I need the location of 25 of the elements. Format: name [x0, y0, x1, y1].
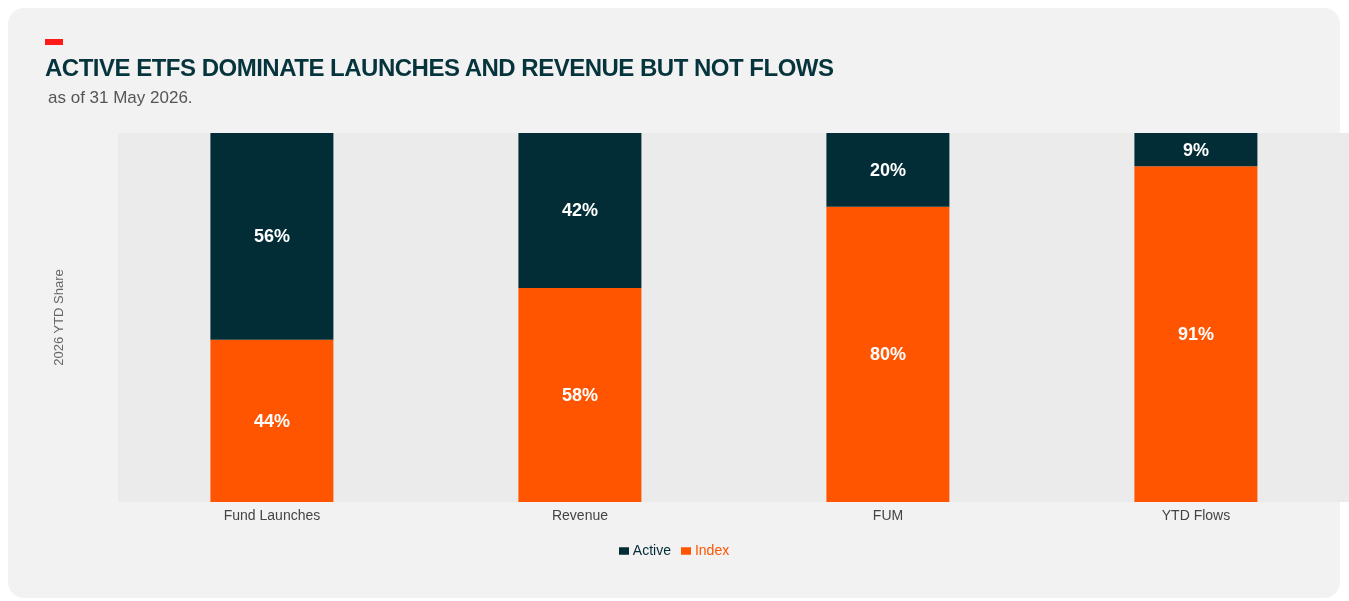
data-label: 44%: [253, 410, 290, 431]
data-label: 9%: [1182, 139, 1209, 160]
y-axis-title: 2026 YTD Share: [50, 269, 66, 366]
x-tick-label: Revenue: [551, 506, 609, 523]
bar: [826, 133, 950, 207]
x-tick-label: YTD Flows: [1161, 506, 1231, 523]
data-label: 91%: [1177, 324, 1214, 345]
x-tick-label: FUM: [872, 506, 904, 523]
data-label: 20%: [869, 159, 906, 180]
bar: [518, 287, 642, 502]
bar: [826, 206, 950, 502]
bar: [1134, 166, 1258, 502]
legend-label: Index: [694, 542, 730, 558]
bar: [210, 339, 334, 502]
bar: [518, 133, 642, 288]
data-label: 56%: [253, 226, 290, 247]
data-label: 42%: [561, 200, 598, 221]
legend-label: Active: [632, 542, 671, 558]
x-tick-label: Fund Launches: [223, 506, 321, 523]
data-label: 80%: [869, 344, 906, 365]
chart-title: ACTIVE ETFS DOMINATE LAUNCHES AND REVENUE BUT NOT FLOWS: [45, 54, 834, 82]
bar: [210, 133, 334, 340]
text: as of 31 May 2026.: [48, 88, 193, 108]
bar: [1134, 133, 1258, 167]
data-label: 58%: [561, 384, 598, 405]
